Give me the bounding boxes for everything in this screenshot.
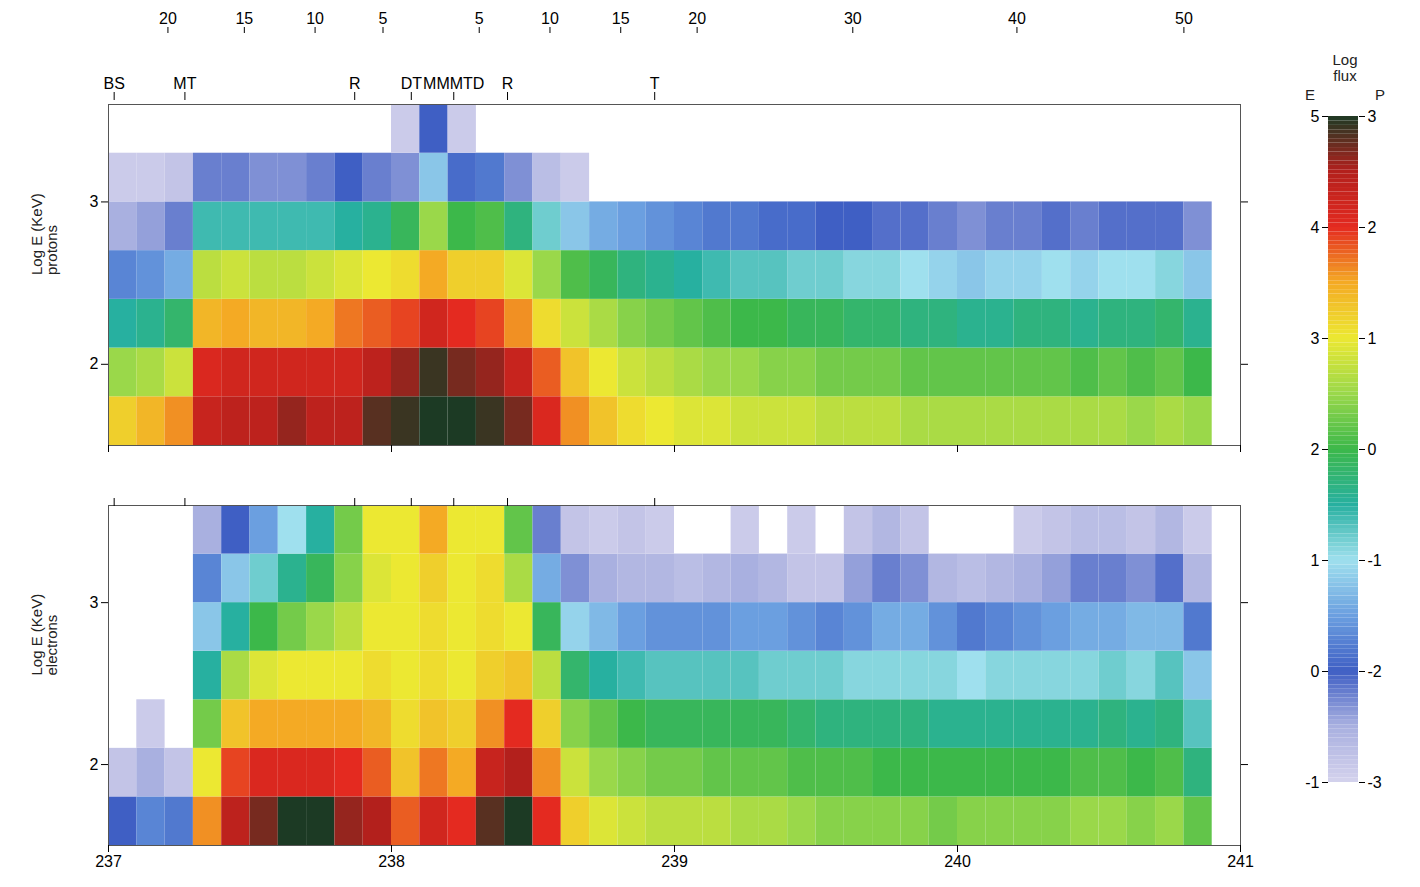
svg-text:Log E (KeV)electrons: Log E (KeV)electrons	[28, 594, 60, 676]
svg-text:DT: DT	[401, 75, 423, 92]
svg-text:20: 20	[159, 10, 177, 27]
svg-text:40: 40	[1008, 10, 1026, 27]
svg-text:0: 0	[1368, 441, 1377, 458]
svg-text:T: T	[650, 75, 660, 92]
svg-text:10: 10	[541, 10, 559, 27]
svg-text:50: 50	[1175, 10, 1193, 27]
svg-text:3: 3	[1311, 330, 1320, 347]
svg-text:-2: -2	[1368, 663, 1382, 680]
svg-text:15: 15	[235, 10, 253, 27]
svg-text:15: 15	[612, 10, 630, 27]
svg-text:239: 239	[661, 853, 688, 870]
svg-text:10: 10	[306, 10, 324, 27]
svg-text:2: 2	[90, 756, 99, 773]
html-text:P: P	[1375, 86, 1385, 103]
svg-text:237: 237	[95, 853, 122, 870]
html-text:Log flux: Log flux	[1332, 51, 1358, 84]
svg-text:-3: -3	[1368, 774, 1382, 791]
svg-text:4: 4	[1311, 219, 1320, 236]
svg-text:R: R	[349, 75, 361, 92]
svg-text:2: 2	[1311, 441, 1320, 458]
svg-text:3: 3	[1368, 108, 1377, 125]
svg-text:240: 240	[944, 853, 971, 870]
svg-text:238: 238	[378, 853, 405, 870]
svg-text:2: 2	[90, 355, 99, 372]
svg-text:2: 2	[1368, 219, 1377, 236]
svg-text:-1: -1	[1368, 552, 1382, 569]
svg-text:5: 5	[1311, 108, 1320, 125]
svg-text:MMMTD: MMMTD	[423, 75, 484, 92]
svg-text:241: 241	[1227, 853, 1254, 870]
svg-text:R: R	[502, 75, 514, 92]
svg-text:20: 20	[688, 10, 706, 27]
svg-text:3: 3	[90, 594, 99, 611]
svg-text:BS: BS	[103, 75, 124, 92]
html-text:E: E	[1305, 86, 1315, 103]
svg-text:1: 1	[1368, 330, 1377, 347]
svg-text:5: 5	[379, 10, 388, 27]
svg-text:3: 3	[90, 193, 99, 210]
svg-text:0: 0	[1311, 663, 1320, 680]
svg-text:-1: -1	[1305, 774, 1319, 791]
svg-text:30: 30	[844, 10, 862, 27]
svg-text:1: 1	[1311, 552, 1320, 569]
svg-text:Log E (KeV)protons: Log E (KeV)protons	[28, 193, 60, 275]
svg-text:5: 5	[475, 10, 484, 27]
svg-text:MT: MT	[173, 75, 196, 92]
